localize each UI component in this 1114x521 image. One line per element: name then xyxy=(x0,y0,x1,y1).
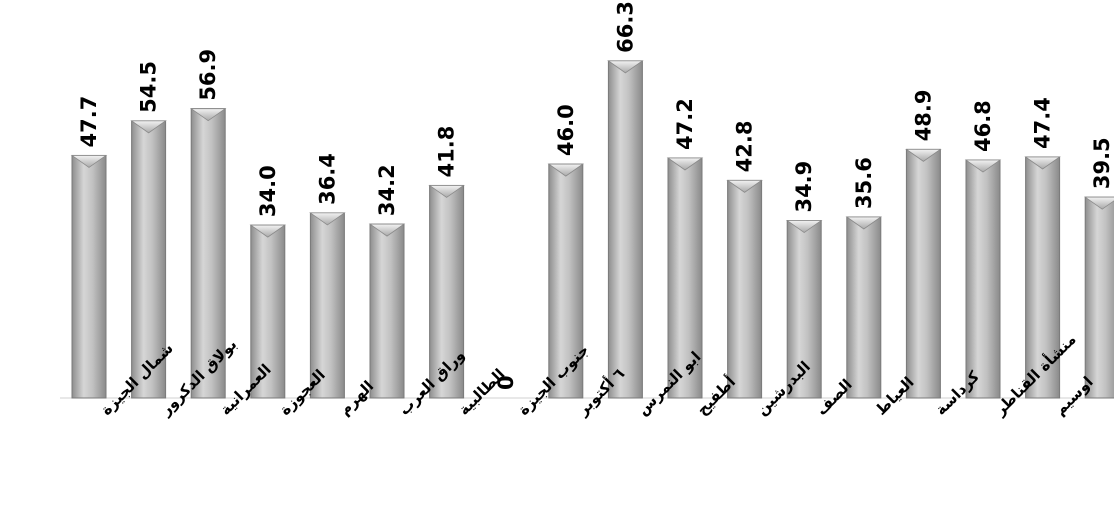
bars-group xyxy=(70,60,1114,399)
value-label: 34.2 xyxy=(375,164,399,216)
value-label: 47.4 xyxy=(1031,97,1055,149)
value-label: 66.3 xyxy=(613,1,637,53)
bar-cap xyxy=(130,120,167,134)
bar-cap xyxy=(607,60,644,74)
bar xyxy=(1084,196,1114,399)
value-label: 48.9 xyxy=(911,90,935,142)
bar-cap xyxy=(70,155,108,168)
bar-cap xyxy=(249,224,287,238)
value-label: 36.4 xyxy=(315,153,339,205)
bar xyxy=(965,159,1001,399)
value-label: 42.8 xyxy=(733,121,757,173)
bar-cap xyxy=(1024,156,1061,170)
value-label: 0 xyxy=(494,375,518,390)
bar-cap xyxy=(726,179,763,193)
value-label: 34.9 xyxy=(792,161,816,213)
value-label: 34.0 xyxy=(256,165,280,217)
bar-cap xyxy=(845,216,883,230)
bar xyxy=(309,212,345,399)
value-label: 46.0 xyxy=(554,104,578,156)
bar xyxy=(905,148,941,399)
bar-cap xyxy=(964,159,1002,173)
bar-cap xyxy=(666,157,704,171)
bar-cap xyxy=(309,212,346,226)
value-label: 39.5 xyxy=(1090,137,1114,189)
bar xyxy=(727,179,763,399)
value-labels-group: 47.7 54.5 56.9 34.0 36.4 34.2 41.8 0 46.0 66.3 47.… xyxy=(77,1,1114,390)
bar-cap xyxy=(547,163,585,177)
bar xyxy=(667,157,703,399)
bar-cap xyxy=(905,148,942,162)
bar xyxy=(548,163,584,399)
value-label: 47.7 xyxy=(77,96,101,148)
bar xyxy=(607,60,643,399)
bar-cap xyxy=(1083,196,1114,210)
bar xyxy=(369,223,405,399)
value-label: 47.2 xyxy=(673,98,697,150)
bar-cap xyxy=(785,220,823,234)
bar xyxy=(429,184,465,399)
value-label: 56.9 xyxy=(196,49,220,101)
value-label: 35.6 xyxy=(852,157,876,209)
bar-cap xyxy=(428,185,465,198)
bar xyxy=(71,154,107,399)
value-label: 54.5 xyxy=(137,61,161,113)
bar-cap xyxy=(368,223,406,237)
bar xyxy=(846,216,882,399)
bar-cap xyxy=(189,108,227,122)
bar xyxy=(250,224,286,399)
value-label: 41.8 xyxy=(435,126,459,178)
bar xyxy=(1025,156,1061,399)
value-label: 46.8 xyxy=(971,100,995,152)
